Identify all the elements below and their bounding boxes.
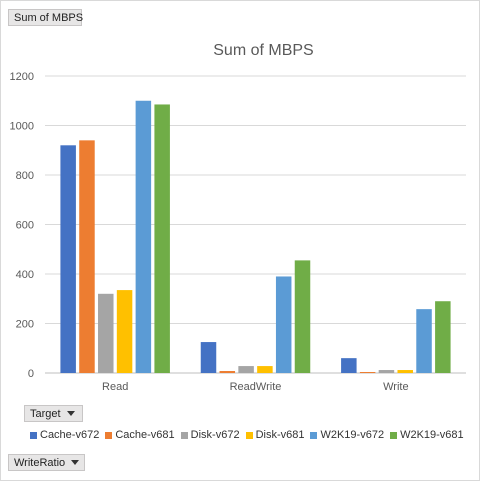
bar-chart: Sum of MBPS 0 200 400 600 800 1000 1200 Read Read… xyxy=(10,42,466,393)
legend-swatch xyxy=(390,431,398,439)
legend-entry: W2K19-v681 xyxy=(390,429,464,441)
bar xyxy=(60,145,76,373)
y-tick-label: 0 xyxy=(28,368,34,380)
writeratio-filter-button[interactable]: WriteRatio xyxy=(8,454,85,471)
target-filter-label: Target xyxy=(30,408,61,420)
legend-swatch xyxy=(105,431,113,439)
legend-entry: Disk-v681 xyxy=(245,429,305,441)
y-tick-label: 1200 xyxy=(10,71,34,83)
bar xyxy=(397,370,413,373)
bar xyxy=(416,309,432,373)
legend-label: Disk-v672 xyxy=(190,429,240,441)
legend-label: Cache-v681 xyxy=(115,429,175,441)
chevron-down-icon xyxy=(71,459,80,465)
y-tick-label: 800 xyxy=(16,170,34,182)
sum-of-mbps-field-button[interactable]: Sum of MBPS xyxy=(8,9,84,26)
y-tick-label: 1000 xyxy=(10,121,34,133)
legend-entry: Disk-v672 xyxy=(180,429,240,441)
bar xyxy=(294,260,311,373)
bar xyxy=(116,290,133,373)
bar xyxy=(257,366,273,373)
bar xyxy=(275,276,292,373)
bar xyxy=(435,301,451,373)
y-tick-label: 200 xyxy=(16,319,34,331)
legend-swatch xyxy=(30,431,37,439)
sum-of-mbps-field-label: Sum of MBPS xyxy=(14,12,84,24)
legend-entry: Cache-v681 xyxy=(105,429,175,441)
bar xyxy=(200,342,217,373)
target-filter-button[interactable]: Target xyxy=(24,405,83,422)
chevron-down-icon xyxy=(66,410,75,416)
y-tick-label: 400 xyxy=(16,269,34,281)
legend-entry: Cache-v672 xyxy=(30,429,99,441)
legend-swatch xyxy=(180,431,188,439)
y-tick-label: 600 xyxy=(16,220,34,232)
legend-label: W2K19-v672 xyxy=(320,429,385,441)
x-tick-label: Read xyxy=(102,381,128,393)
bar xyxy=(359,372,376,373)
bar xyxy=(135,100,152,373)
legend-swatch xyxy=(245,431,253,439)
legend-label: Disk-v681 xyxy=(255,429,305,441)
chart-legend: Cache-v672 Cache-v681 Disk-v672 Disk-v681 W2… xyxy=(30,428,470,442)
x-tick-label: ReadWrite xyxy=(230,381,282,393)
writeratio-filter-label: WriteRatio xyxy=(14,457,66,469)
bar xyxy=(79,140,95,373)
legend-label: Cache-v672 xyxy=(40,429,100,441)
bar xyxy=(378,370,395,373)
bar xyxy=(219,371,236,373)
bar xyxy=(238,366,254,373)
legend-label: W2K19-v681 xyxy=(400,429,464,441)
legend-entry: W2K19-v672 xyxy=(310,429,384,441)
x-tick-label: Write xyxy=(383,381,408,393)
bar xyxy=(98,293,114,373)
legend-swatch xyxy=(310,431,318,439)
chart-title: Sum of MBPS xyxy=(213,42,313,59)
bar xyxy=(154,104,170,374)
bar xyxy=(341,358,357,373)
